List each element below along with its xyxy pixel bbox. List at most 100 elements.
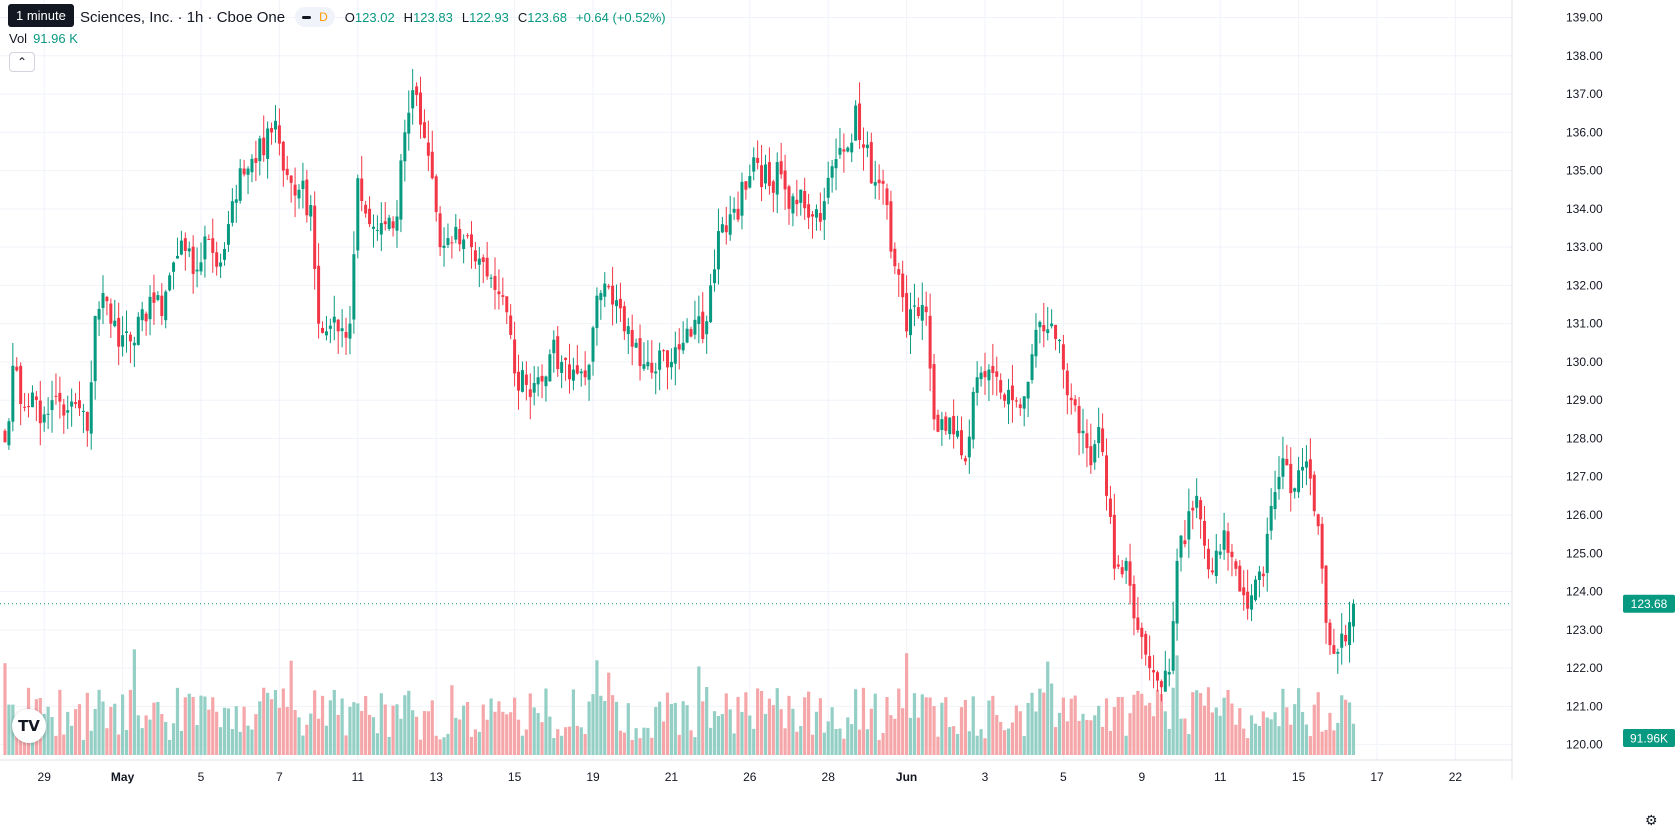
volume-bar: [411, 710, 415, 755]
volume-bar: [1289, 724, 1293, 755]
volume-bar: [571, 689, 575, 755]
symbol-title[interactable]: Sciences, Inc. · 1h · Cboe One: [80, 8, 286, 26]
volume-bar: [477, 731, 481, 755]
volume-bar: [1124, 735, 1128, 755]
candle-body: [1320, 523, 1324, 569]
volume-bar: [1003, 730, 1007, 755]
volume-bar: [1246, 738, 1250, 755]
volume-bar: [93, 708, 97, 755]
candle-body: [1097, 426, 1101, 444]
volume-bar: [709, 727, 713, 755]
candle-body: [524, 374, 528, 385]
volume-bar: [450, 685, 454, 755]
candle-body: [368, 208, 372, 225]
candle-body: [1116, 564, 1120, 567]
volume-bar: [732, 733, 736, 755]
candle-body: [211, 238, 215, 253]
volume-bar: [387, 736, 391, 755]
minus-icon: [302, 15, 312, 19]
volume-bar: [622, 732, 626, 755]
candle-body: [1301, 466, 1305, 471]
candle-body: [1351, 603, 1355, 627]
volume-bar: [352, 702, 356, 755]
volume-bar: [426, 711, 430, 755]
volume-bar: [967, 731, 971, 755]
volume-bar: [415, 716, 419, 755]
candle-body: [77, 400, 81, 409]
volume-bar: [1018, 711, 1022, 755]
volume-bar: [803, 697, 807, 755]
candle-body: [963, 458, 967, 462]
volume-bar: [234, 706, 238, 755]
volume-bar: [1202, 705, 1207, 755]
volume-bar: [1316, 692, 1320, 755]
candle-body: [971, 391, 975, 440]
x-tick-label: 5: [198, 770, 205, 784]
volume-bar: [58, 689, 62, 755]
volume-bar: [207, 709, 211, 755]
market-status-pill[interactable]: D: [295, 7, 335, 27]
volume-bar: [548, 716, 552, 755]
candle-body: [650, 362, 654, 373]
candle-body: [1348, 622, 1352, 646]
candle-body: [1061, 344, 1065, 370]
candle-body: [30, 392, 34, 408]
candle-body: [756, 157, 760, 163]
candle-body: [1065, 370, 1069, 396]
candle-body: [1203, 520, 1207, 546]
candle-body: [1069, 397, 1073, 401]
gear-icon[interactable]: ⚙: [1645, 812, 1658, 828]
candle-body: [85, 411, 89, 431]
candle-body: [297, 189, 301, 199]
candle-body: [317, 265, 321, 324]
volume-bar: [1277, 726, 1281, 755]
volume-bar: [810, 734, 815, 755]
x-tick-label: May: [111, 770, 135, 784]
volume-bar: [1297, 688, 1301, 755]
candle-body: [434, 176, 438, 213]
candle-body: [701, 311, 705, 339]
candle-body: [885, 188, 889, 206]
candle-body: [105, 296, 109, 302]
price-change: +0.64 (+0.52%): [575, 9, 666, 25]
collapse-legend-button[interactable]: ⌃: [9, 52, 35, 72]
x-tick-label: 22: [1449, 770, 1463, 784]
y-tick-label: 132.00: [1566, 278, 1603, 292]
volume-bar: [305, 724, 309, 755]
y-tick-label: 130.00: [1566, 355, 1603, 369]
volume-bar: [113, 703, 117, 755]
candle-body: [587, 364, 591, 380]
candle-body: [854, 105, 858, 141]
volume-bar: [614, 701, 619, 755]
volume-bar: [1167, 728, 1171, 755]
volume-bar: [854, 689, 858, 755]
candle-body: [46, 413, 50, 415]
volume-bar: [258, 701, 262, 755]
candle-body: [924, 306, 928, 313]
volume-bar: [857, 729, 862, 755]
candlesticks: [3, 69, 1355, 702]
volume-bar: [744, 692, 748, 755]
tradingview-logo-icon[interactable]: TV: [12, 709, 46, 743]
candle-body: [66, 410, 70, 413]
volume-bar: [1155, 689, 1160, 755]
volume-bar: [1057, 712, 1062, 755]
candle-body: [552, 339, 556, 354]
interval-tooltip: 1 minute: [8, 4, 74, 27]
volume-bar: [1261, 711, 1265, 755]
y-tick-label: 136.00: [1566, 125, 1603, 139]
candle-body: [277, 125, 281, 144]
candle-body: [564, 357, 568, 360]
candle-body: [1144, 633, 1148, 655]
volume-bar: [195, 725, 199, 755]
volume-bar: [814, 711, 819, 755]
volume-bar: [1195, 690, 1199, 755]
candle-body: [517, 371, 521, 391]
candle-body: [646, 361, 650, 367]
volume-bar: [273, 690, 278, 755]
candle-body: [799, 189, 803, 203]
candle-body: [172, 262, 176, 272]
volume-bar: [697, 666, 701, 755]
candle-body: [540, 375, 544, 382]
